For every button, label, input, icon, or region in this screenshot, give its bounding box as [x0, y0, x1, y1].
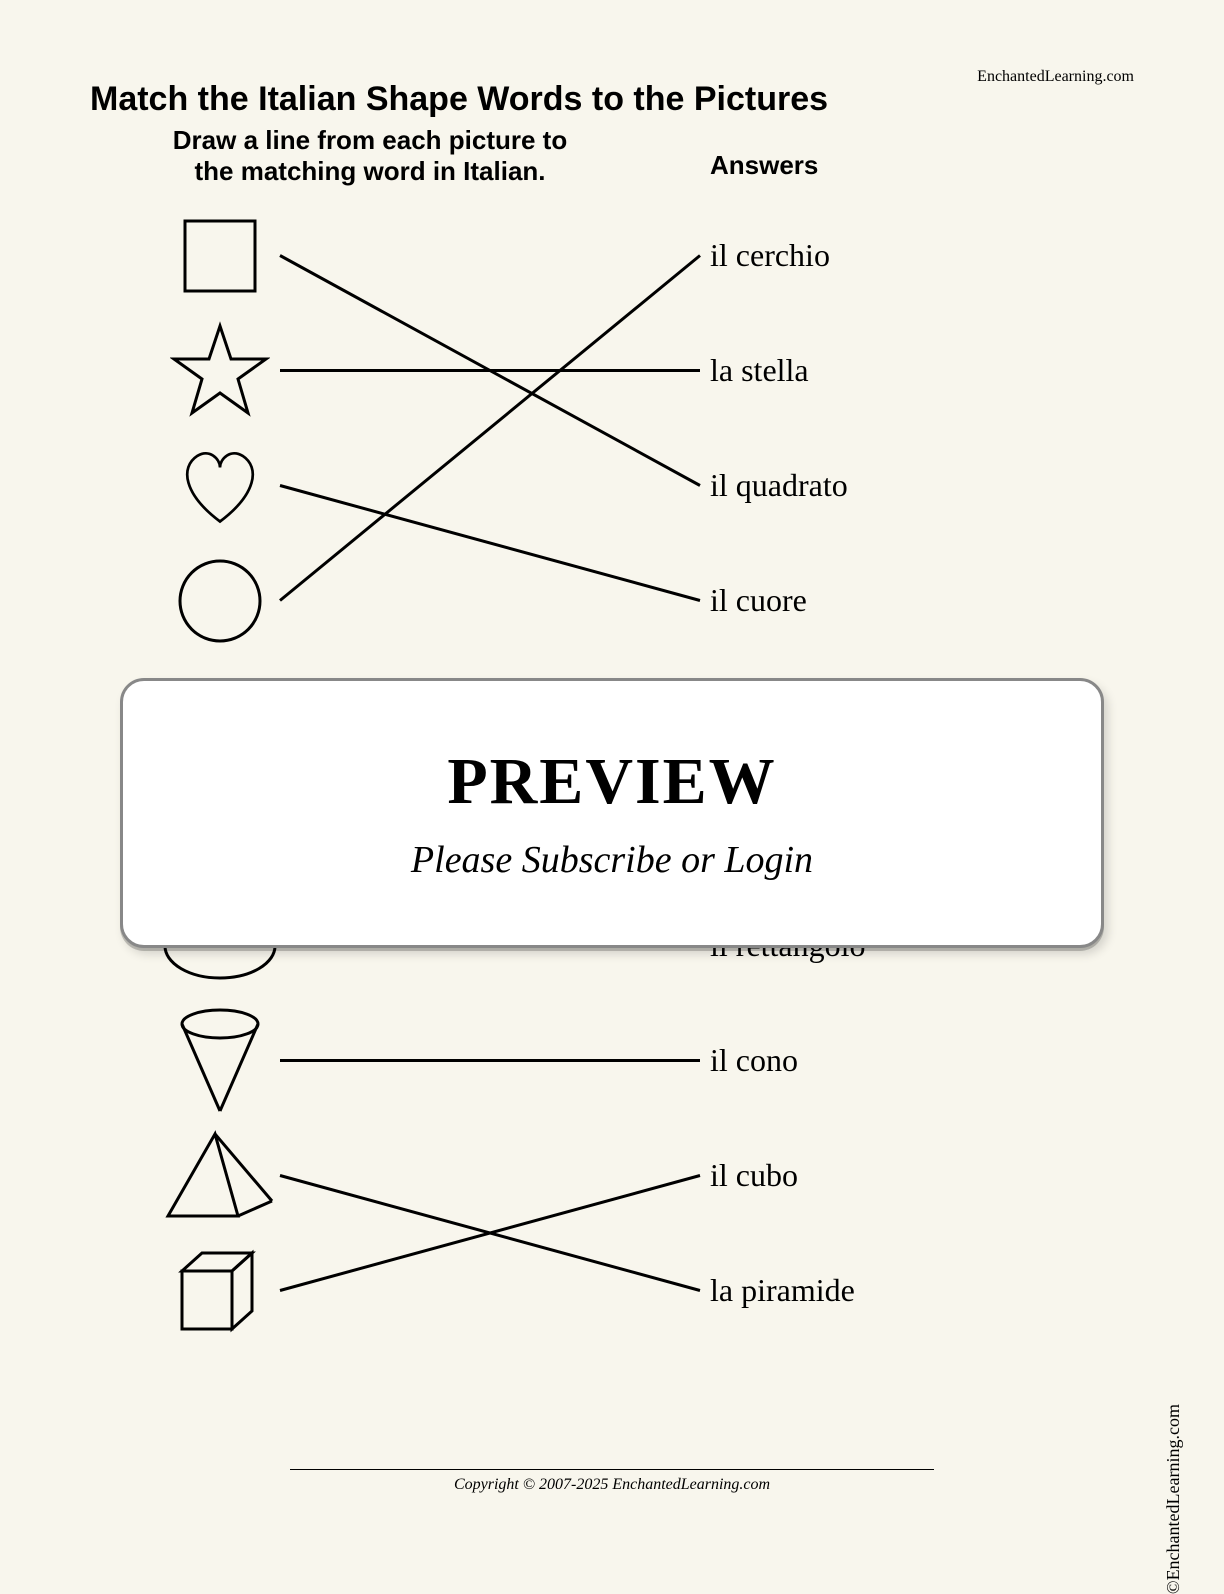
- word-item: la piramide: [710, 1233, 866, 1348]
- shape-circle: [160, 543, 280, 658]
- worksheet-area: il cerchio la stella il quadrato il cuor…: [90, 198, 1134, 1408]
- word-item: la stella: [710, 313, 866, 428]
- shape-square: [160, 198, 280, 313]
- worksheet-page: EnchantedLearning.com Match the Italian …: [90, 80, 1134, 1460]
- footer-copyright: Copyright © 2007-2025 EnchantedLearning.…: [0, 1476, 1224, 1494]
- word-item: il cubo: [710, 1118, 866, 1233]
- side-copyright: ©EnchantedLearning.com: [1163, 1404, 1184, 1594]
- shape-star: [160, 313, 280, 428]
- preview-overlay[interactable]: PREVIEW Please Subscribe or Login: [120, 678, 1104, 948]
- word-item: il cono: [710, 1003, 866, 1118]
- footer-divider: [290, 1469, 934, 1470]
- instruction-text: Draw a line from each picture to the mat…: [130, 125, 610, 187]
- word-item: il cuore: [710, 543, 866, 658]
- shape-cube: [160, 1233, 280, 1348]
- preview-subtitle: Please Subscribe or Login: [411, 838, 813, 882]
- word-item: il quadrato: [710, 428, 866, 543]
- header-attribution: EnchantedLearning.com: [977, 68, 1134, 86]
- shape-cone: [160, 1003, 280, 1118]
- shape-pyramid: [160, 1118, 280, 1233]
- instruction-line-1: Draw a line from each picture to: [173, 125, 567, 155]
- instruction-line-2: the matching word in Italian.: [194, 156, 545, 186]
- word-item: il cerchio: [710, 198, 866, 313]
- preview-title: PREVIEW: [447, 744, 776, 820]
- shape-heart: [160, 428, 280, 543]
- answers-label: Answers: [710, 150, 818, 181]
